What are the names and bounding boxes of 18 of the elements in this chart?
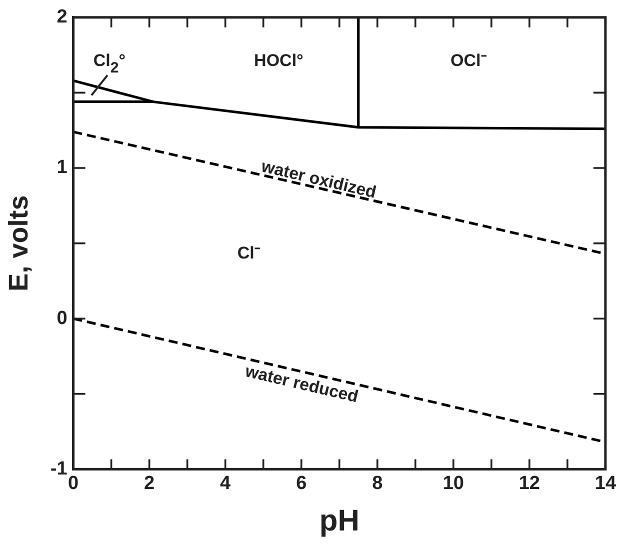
annotation: water reduced (242, 361, 360, 406)
x-tick-label: 2 (144, 472, 155, 494)
annotation: HOCl° (254, 50, 304, 70)
x-tick-label: 14 (594, 472, 616, 494)
x-tick-label: 8 (372, 472, 383, 494)
annotation: water oxidized (258, 156, 378, 202)
y-axis-title: E, volts (4, 195, 34, 292)
y-tick-label: 1 (56, 157, 68, 178)
y-tick-label: -1 (50, 458, 68, 480)
x-tick-label: 12 (518, 472, 540, 494)
annotation: Cl⁻ (237, 243, 260, 262)
y-tick-label: 0 (56, 308, 68, 329)
y-tick-label: 2 (56, 6, 68, 28)
x-tick-label: 6 (296, 472, 307, 494)
x-axis-title: pH (319, 504, 360, 538)
annotation: OCl⁻ (450, 50, 487, 70)
x-tick-label: 10 (442, 472, 464, 494)
x-tick-label: 4 (220, 472, 232, 494)
